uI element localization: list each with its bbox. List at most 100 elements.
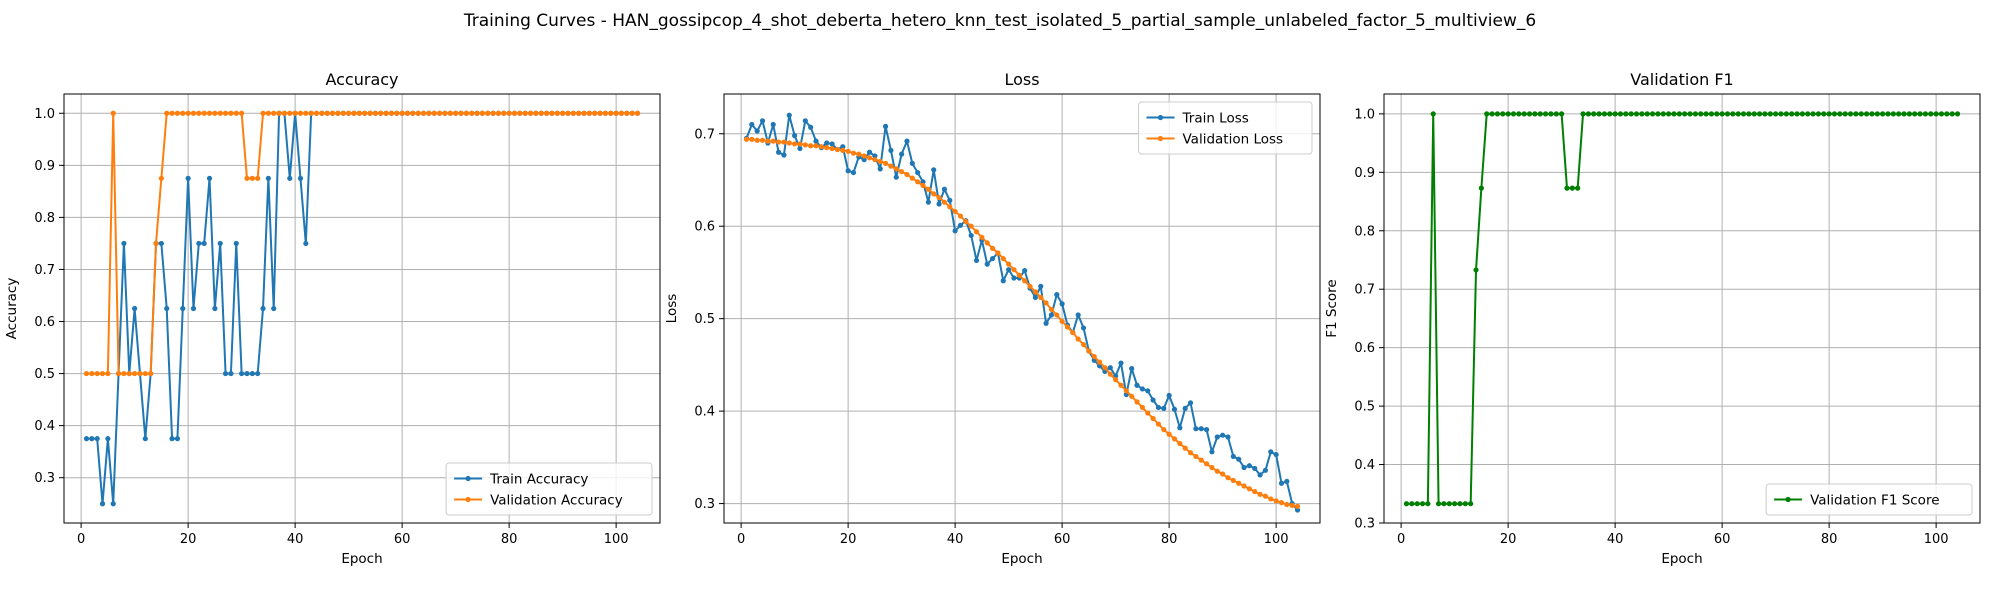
accuracy-data-point [319,110,325,116]
loss-data-point [1203,461,1210,467]
accuracy-data-point [180,110,186,116]
accuracy-data-point [212,305,218,312]
f1-data-point [1810,111,1816,117]
accuracy-data-point [132,370,138,377]
accuracy-data-point [383,110,389,116]
f1-data-point [1607,111,1613,117]
accuracy-data-point [522,110,528,116]
loss-data-point [1086,348,1092,354]
loss-data-point [1032,294,1038,301]
accuracy-data-point [185,110,191,116]
f1-x-tick-label: 20 [1500,532,1517,547]
accuracy-data-point [105,370,111,377]
accuracy-data-point [94,370,100,377]
f1-data-point [1462,501,1468,507]
loss-data-point [1032,289,1038,295]
accuracy-data-point [329,110,336,116]
accuracy-data-point [239,110,245,116]
accuracy-data-point [463,110,469,116]
loss-legend-label: Validation Loss [1183,132,1284,148]
accuracy-data-point [260,110,266,116]
loss-data-point [1011,267,1017,273]
loss-data-point [877,166,883,172]
f1-data-point [1933,111,1939,117]
f1-data-point [1805,111,1811,117]
f1-data-point [1644,111,1650,117]
accuracy-data-point [458,110,464,116]
loss-data-point [1241,483,1247,489]
accuracy-data-point [260,305,266,312]
f1-y-tick-label: 0.6 [1354,341,1375,356]
loss-data-point [931,167,937,173]
loss-y-tick-label: 0.5 [694,312,715,327]
accuracy-data-point [442,110,448,116]
accuracy-x-tick-label: 40 [287,532,304,547]
accuracy-data-point [436,110,443,116]
loss-data-point [1075,312,1081,318]
f1-data-point [1500,111,1506,117]
loss-data-point [973,229,980,235]
f1-data-point [1789,111,1795,117]
accuracy-y-tick-label: 0.3 [34,471,55,486]
f1-data-point [1639,111,1645,117]
loss-y-tick-label: 0.3 [694,497,715,512]
loss-data-point [866,149,873,155]
accuracy-data-point [388,110,395,116]
loss-data-point [845,168,851,174]
f1-data-point [1655,111,1661,117]
f1-data-point [1901,111,1907,117]
loss-data-point [1048,312,1055,318]
f1-y-tick-label: 0.7 [1354,283,1375,298]
loss-data-point [936,194,942,201]
f1-data-point [1773,111,1779,117]
accuracy-data-point [158,175,164,181]
accuracy-data-point [533,110,539,116]
f1-data-point [1559,111,1565,117]
f1-data-point [1751,111,1757,117]
loss-data-point [1166,392,1172,399]
loss-legend-swatch-marker [1157,135,1164,142]
accuracy-data-point [99,370,106,377]
f1-data-point [1510,111,1517,117]
loss-x-axis-label: Epoch [1001,551,1042,567]
f1-data-point [1847,111,1854,117]
loss-data-point [1096,359,1103,365]
f1-data-point [1708,111,1715,117]
loss-data-point [1268,449,1274,455]
accuracy-data-point [212,110,218,116]
f1-data-point [1783,111,1789,117]
accuracy-data-point [565,110,571,116]
loss-data-point [941,199,948,205]
accuracy-legend-box [445,462,653,516]
f1-data-point [1676,111,1682,117]
accuracy-data-point [265,175,271,181]
loss-data-point [989,245,996,251]
loss-data-point [1214,468,1220,474]
f1-data-point [1954,111,1961,117]
f1-data-point [1778,111,1784,117]
loss-data-point [909,160,915,166]
f1-data-point [1949,111,1955,117]
loss-data-point [1000,255,1006,262]
accuracy-panel: 0 20 40 60 80 100 0.3 0.4 0.5 0.6 0.7 0.8 0.9 1.0 Accu… [4,70,661,567]
loss-data-point [995,250,1001,256]
f1-data-point [1526,111,1533,117]
loss-data-point [1278,500,1285,506]
loss-data-point [845,148,851,154]
loss-data-point [1006,267,1012,273]
loss-data-point [1171,406,1178,412]
f1-data-point [1633,111,1640,117]
accuracy-y-tick-label: 0.8 [34,211,55,226]
loss-data-point [984,240,990,246]
f1-x-tick-label: 0 [1397,532,1405,547]
loss-data-point [1289,502,1295,509]
f1-data-point [1906,111,1912,117]
loss-data-point [759,118,766,124]
accuracy-data-point [190,110,197,116]
accuracy-x-tick-label: 100 [604,532,629,547]
accuracy-data-point [340,110,346,116]
f1-x-axis-label: Epoch [1661,551,1702,567]
f1-data-point [1628,111,1634,117]
loss-data-point [968,232,974,239]
f1-y-tick-label: 0.3 [1354,517,1375,532]
